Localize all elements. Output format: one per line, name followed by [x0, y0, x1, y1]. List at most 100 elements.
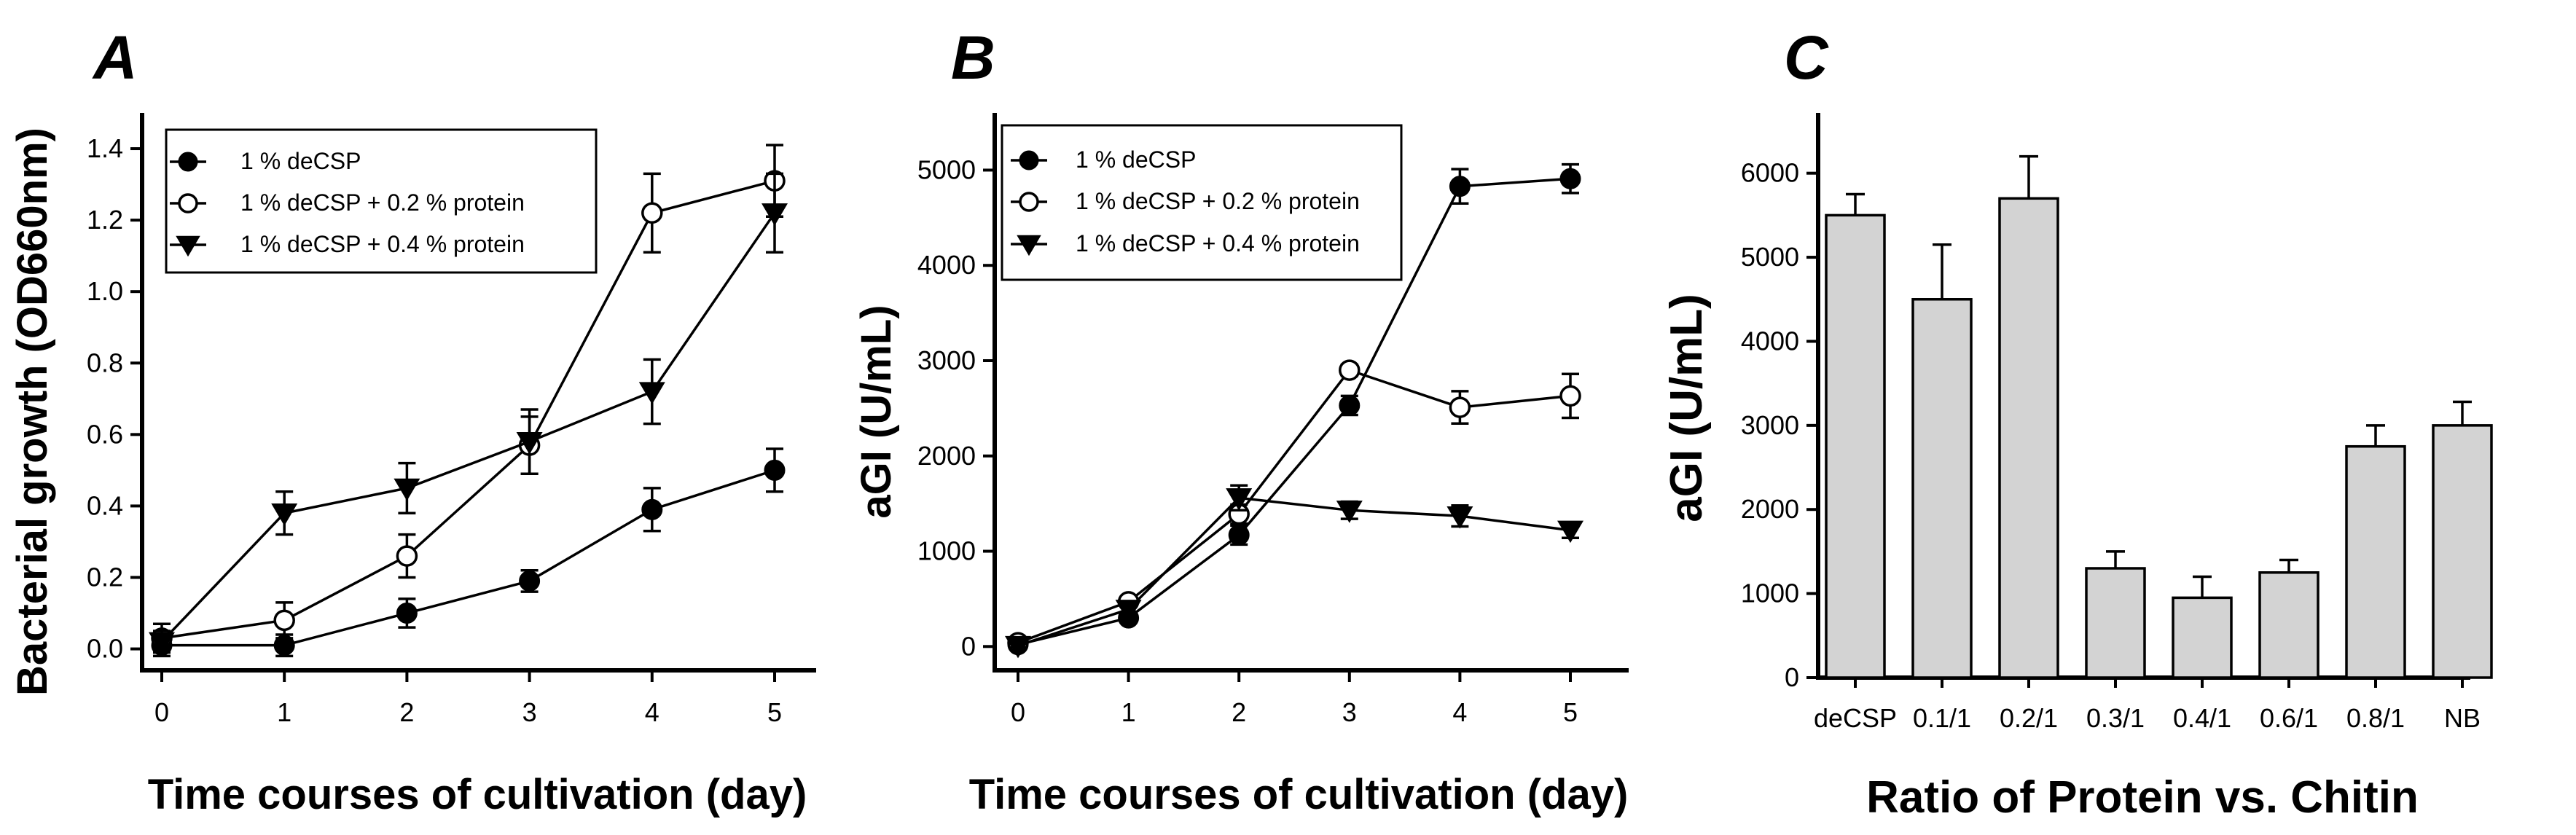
panel-b-x-tick-label: 1 [1121, 697, 1136, 727]
panel-b-y-tick-label: 1000 [917, 536, 976, 566]
panel-c-x-tick-label: 0.2/1 [2000, 703, 2058, 733]
panel-c-y-title: aGI (U/mL) [1661, 294, 1712, 522]
panel-a-letter: A [92, 23, 138, 92]
panel-c-bar-group [1911, 243, 1973, 679]
panel-b-y-title: aGI (U/mL) [853, 305, 900, 518]
panel-c-y-tick-label: 6000 [1741, 158, 1799, 188]
panel-b-y-tick-label: 2000 [917, 441, 976, 471]
panel-c-bar [2258, 571, 2319, 679]
panel-a-x-tick-label: 2 [399, 697, 414, 727]
panel-a-series-0-point [764, 459, 786, 481]
panel-b-series-0-point [1559, 168, 1581, 189]
panel-a-legend-box [165, 128, 598, 274]
panel-b-series-2-line [1017, 496, 1571, 647]
panel-b-series-2-point [1336, 501, 1363, 523]
panel-b-legend-marker-1 [1019, 192, 1039, 212]
panel-a-legend-label-1: 1 % deCSP + 0.2 % protein [240, 189, 525, 216]
panel-b-y-tick-label: 0 [961, 631, 976, 661]
panel-b-y-tick-label: 4000 [917, 250, 976, 280]
panel-a-series-0-point [641, 498, 663, 520]
panel-a-y-title: Bacterial growth (OD660nm) [9, 128, 56, 696]
panel-b-series-2-point [1005, 635, 1031, 659]
panel-a-series-2-point [638, 382, 665, 404]
panel-a-series-2-point [394, 478, 420, 501]
panel-c-y-tick-label: 5000 [1741, 242, 1799, 272]
panel-b-legend-label-0: 1 % deCSP [1076, 146, 1196, 173]
panel-a-y-tick-label: 0.6 [87, 419, 123, 449]
panel-b-series-2-point [1557, 520, 1583, 544]
panel-a-series-1-point [641, 202, 663, 224]
panel-b-series-0-point [1339, 394, 1361, 416]
panel-b-series-1-point [1339, 359, 1361, 381]
panel-c-x-title: Ratio of Protein vs. Chitin [1866, 772, 2419, 823]
panel-a-series-2 [149, 172, 788, 655]
panel-c-bar [2345, 444, 2406, 679]
panel-c: C aGI (U/mL) Ratio of Protein vs. Chitin… [1661, 23, 2493, 823]
panel-a-y-tick-label: 1.2 [87, 205, 123, 235]
panel-a-x-tick-label: 5 [767, 697, 782, 727]
panel-b-legend: 1 % deCSP 1 % deCSP + 0.2 % protein 1 % … [1001, 124, 1403, 281]
panel-a-series-0-point [519, 570, 541, 592]
panel-c-bar [1998, 197, 2059, 679]
panel-c-bar [2172, 596, 2233, 679]
panel-c-x-tick-label: 0.3/1 [2086, 703, 2145, 733]
panel-b-x-tick-label: 4 [1452, 697, 1467, 727]
panel-a-x-tick-label: 1 [277, 697, 291, 727]
panel-a-x-tick-label: 4 [645, 697, 659, 727]
panel-a-legend-label-2: 1 % deCSP + 0.4 % protein [240, 231, 525, 257]
panel-b-series-0-point [1449, 176, 1471, 197]
panel-b: B aGI (U/mL) Time courses of cultivation… [853, 23, 1629, 818]
panel-b-series-1-line [1017, 369, 1571, 644]
panel-c-x-tick-label: 0.6/1 [2260, 703, 2318, 733]
panel-b-series-1-point [1449, 396, 1471, 418]
panel-b-series-2-point [1226, 488, 1253, 511]
panel-b-y-tick-label: 3000 [917, 345, 976, 375]
panel-c-bar-group [2432, 400, 2493, 679]
panel-a-series-2-point [762, 203, 788, 226]
panel-c-letter: C [1784, 23, 1829, 92]
panel-a-series-2-line [160, 212, 776, 643]
panel-c-bar-group [2172, 575, 2233, 679]
panel-c-x-tick-label: 0.1/1 [1913, 703, 1971, 733]
panel-a-y-tick-label: 0.4 [87, 490, 123, 520]
panel-a-legend-marker-2 [176, 235, 200, 257]
panel-a-series-0-point [396, 603, 418, 624]
panel-c-bar [1825, 213, 1886, 679]
panel-b-series-2-point [1446, 506, 1473, 529]
panel-b-series-1-point [1559, 385, 1581, 407]
panel-b-legend-label-1: 1 % deCSP + 0.2 % protein [1076, 188, 1360, 214]
panel-a-y-tick-label: 1.4 [87, 133, 123, 163]
panel-b-series-0-point [1228, 524, 1250, 546]
panel-b-x-tick-label: 2 [1232, 697, 1246, 727]
panel-c-x-tick-label: deCSP [1814, 703, 1897, 733]
panel-c-bar-group [2345, 424, 2406, 679]
panel-b-legend-label-2: 1 % deCSP + 0.4 % protein [1076, 230, 1360, 256]
panel-a-y-tick-label: 0.2 [87, 562, 123, 592]
panel-a-series-1-point [396, 545, 418, 567]
panel-a: A Bacterial growth (OD660nm) Time course… [9, 23, 816, 818]
panel-a-y-tick-label: 1.0 [87, 276, 123, 306]
panel-c-bar-group [2085, 550, 2146, 679]
panel-c-bar [2432, 424, 2493, 679]
panel-b-legend-marker-0 [1019, 150, 1039, 170]
panel-a-series-2-point [516, 431, 543, 455]
panel-a-legend-label-0: 1 % deCSP [240, 148, 361, 174]
panel-a-legend-marker-1 [178, 193, 198, 213]
panel-c-y-tick-label: 2000 [1741, 494, 1799, 524]
panel-a-x-tick-label: 0 [154, 697, 169, 727]
panel-c-bar-group [2258, 558, 2319, 679]
panel-a-x-tick-label: 3 [522, 697, 537, 727]
panel-c-bar [2085, 567, 2146, 679]
panel-b-letter: B [951, 23, 995, 92]
panel-c-y-tick-label: 3000 [1741, 410, 1799, 440]
panel-c-y-tick-label: 1000 [1741, 579, 1799, 608]
panel-a-y-tick-label: 0.0 [87, 634, 123, 664]
panel-b-series-2-point [1115, 600, 1142, 622]
panel-a-legend: 1 % deCSP 1 % deCSP + 0.2 % protein 1 % … [165, 128, 598, 274]
panel-b-legend-box [1001, 124, 1403, 281]
panel-b-legend-marker-2 [1017, 235, 1041, 256]
panel-b-x-tick-label: 5 [1563, 697, 1578, 727]
panel-b-x-tick-label: 3 [1342, 697, 1357, 727]
panel-a-series-1-point [273, 609, 295, 632]
